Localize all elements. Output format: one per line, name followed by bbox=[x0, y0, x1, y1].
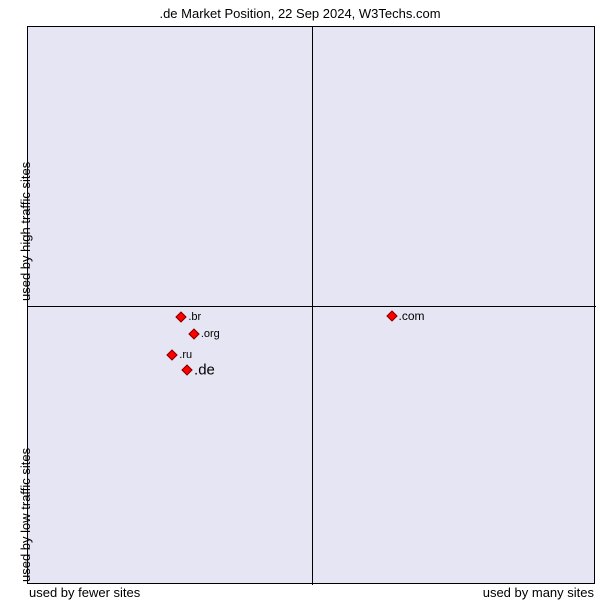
x-axis-label-high: used by many sites bbox=[483, 585, 594, 600]
chart-title: .de Market Position, 22 Sep 2024, W3Tech… bbox=[0, 6, 600, 21]
point-de bbox=[181, 364, 192, 375]
x-axis-label-low: used by fewer sites bbox=[29, 585, 140, 600]
point-com bbox=[386, 310, 397, 321]
point-org bbox=[188, 328, 199, 339]
point-br bbox=[176, 311, 187, 322]
point-label-com: .com bbox=[399, 309, 425, 323]
point-ru bbox=[167, 349, 178, 360]
y-axis-label-low: used by low traffic sites bbox=[18, 448, 33, 582]
point-label-de: .de bbox=[194, 362, 215, 379]
horizontal-midline bbox=[28, 306, 596, 307]
plot-area: .com .br.org .ru.de bbox=[27, 26, 595, 584]
market-position-chart: .de Market Position, 22 Sep 2024, W3Tech… bbox=[0, 0, 600, 600]
y-axis-label-high: used by high traffic sites bbox=[18, 162, 33, 301]
point-label-org: .org bbox=[201, 328, 220, 340]
point-label-ru: .ru bbox=[179, 349, 192, 361]
point-label-br: .br bbox=[188, 311, 201, 323]
